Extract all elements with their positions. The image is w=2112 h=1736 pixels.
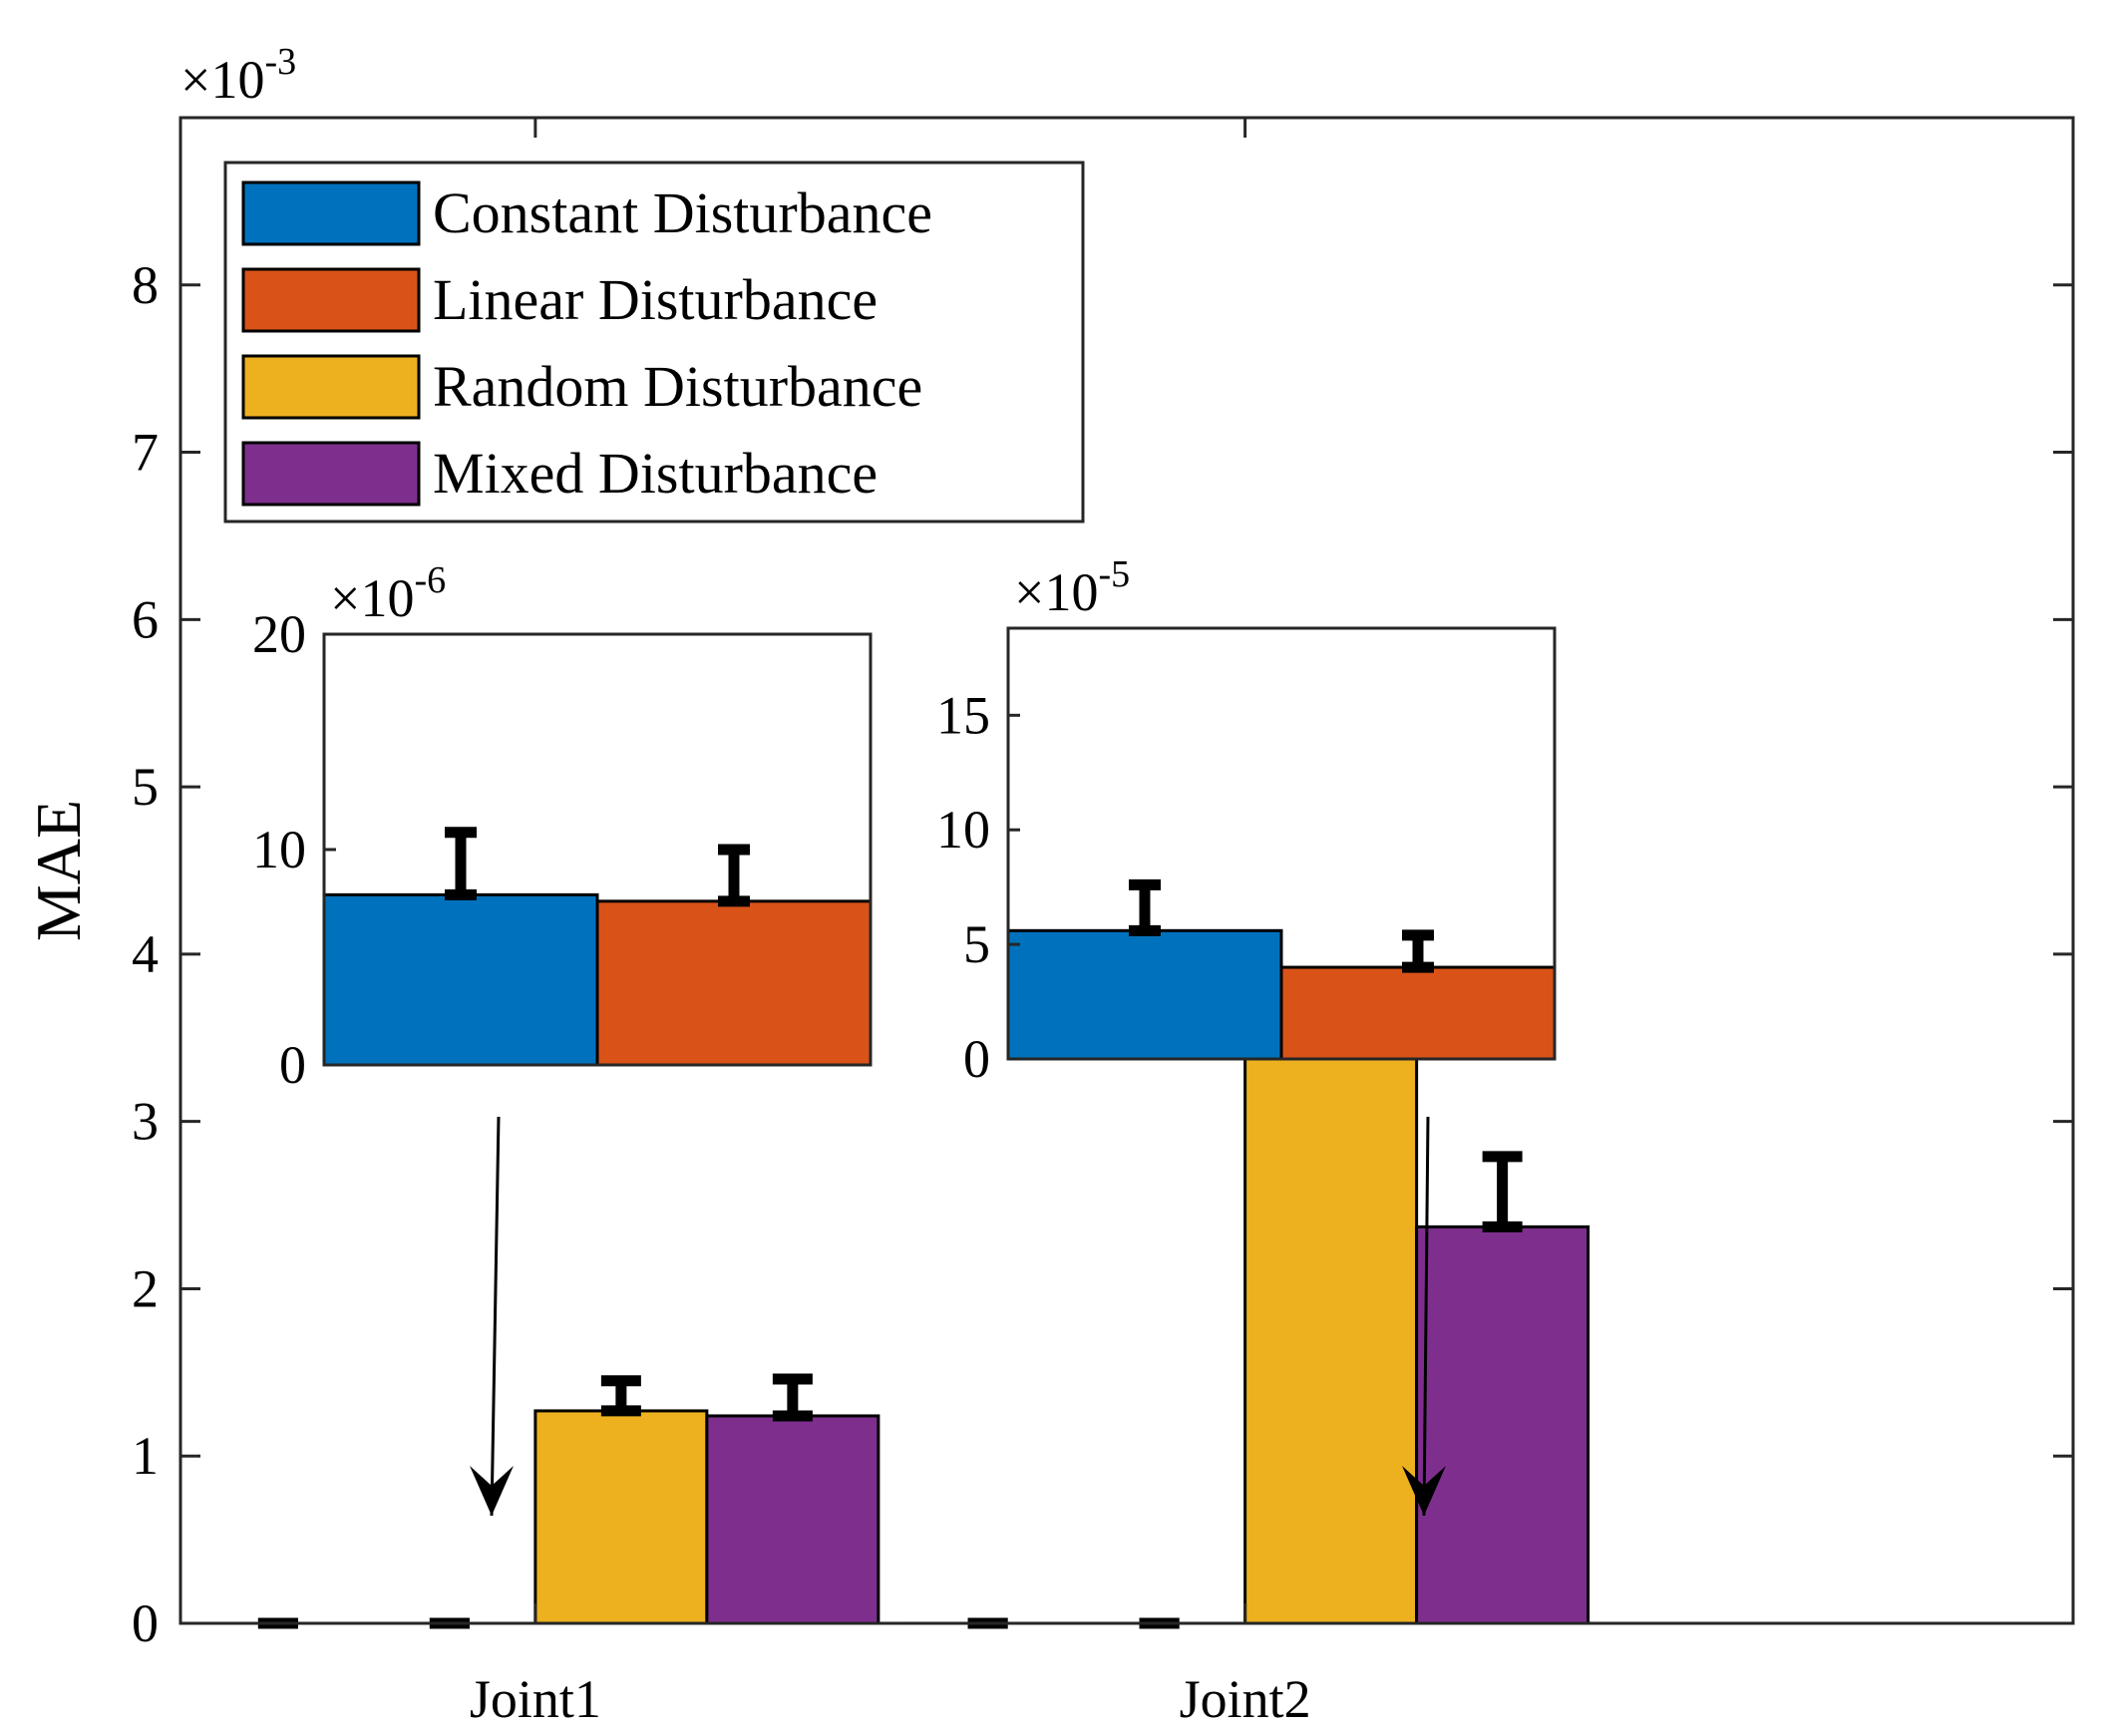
- legend-swatch-3: [241, 354, 421, 420]
- inset-error-bar-2: [1402, 929, 1434, 973]
- legend-swatch-1: [241, 180, 421, 246]
- inset-arrows: [470, 1116, 1446, 1517]
- bar-joint1-3: [533, 1409, 709, 1625]
- inset-exponent-power: -5: [1098, 553, 1130, 595]
- inset-y-tick-label-1: 5: [963, 914, 990, 974]
- inset-bar-2: [1279, 965, 1557, 1061]
- legend-label-4: Mixed Disturbance: [433, 441, 878, 506]
- inset-exponent-prefix: ×10: [330, 568, 414, 628]
- legend-swatch-2: [241, 267, 421, 333]
- inset-error-bar-2: [718, 844, 750, 907]
- inset-frame: [1006, 626, 1557, 1061]
- inset-exponent-label: ×10-6: [330, 559, 446, 628]
- legend-label-1: Constant Disturbance: [433, 180, 932, 245]
- inset-exponent-label: ×10-5: [1014, 553, 1130, 622]
- y-tick-label-6: 6: [132, 589, 159, 649]
- error-bar-joint1-3: [600, 1375, 641, 1417]
- legend-swatch-4: [241, 441, 421, 507]
- y-tick-label-5: 5: [132, 757, 159, 817]
- plot-frame: [178, 116, 2075, 1625]
- y-exponent-power: -3: [264, 41, 296, 83]
- inset-exponent-prefix: ×10: [1014, 562, 1098, 622]
- main-axis-ticks: 0 1 2 3 4 5 6 7 8 Joint1 Joint2: [132, 118, 2073, 1729]
- inset-bar-1: [322, 892, 599, 1067]
- y-tick-label-7: 7: [132, 423, 159, 483]
- inset-y-tick-label-3: 15: [936, 685, 990, 745]
- arrow-head: [470, 1466, 514, 1516]
- bar-joint2-4: [1415, 1224, 1590, 1625]
- legend-label-3: Random Disturbance: [433, 354, 922, 419]
- inset-error-bar-1: [1129, 878, 1161, 936]
- x-tick-label-joint1: Joint1: [470, 1669, 601, 1729]
- inset-error-bar-1: [445, 827, 477, 900]
- inset-bar-1: [1006, 928, 1283, 1061]
- inset-joint1: 0 10 20 ×10-6: [252, 559, 873, 1095]
- x-tick-label-joint2: Joint2: [1180, 1669, 1311, 1729]
- inset-y-tick-label-1: 10: [252, 820, 306, 879]
- y-tick-label-1: 1: [132, 1426, 159, 1486]
- arrow-head: [1402, 1466, 1446, 1516]
- y-tick-label-4: 4: [132, 924, 159, 984]
- bar-joint2-3: [1243, 1044, 1419, 1625]
- inset-y-tick-label-2: 20: [252, 604, 306, 664]
- inset-y-tick-label-0: 0: [279, 1035, 306, 1095]
- y-exponent-label: ×10-3: [180, 41, 296, 110]
- legend-label-2: Linear Disturbance: [433, 267, 878, 332]
- y-axis-label: MAE: [23, 800, 94, 941]
- inset-y-tick-label-2: 10: [936, 800, 990, 860]
- bar-joint1-4: [705, 1414, 880, 1625]
- y-tick-label-3: 3: [132, 1092, 159, 1152]
- inset-exponent-power: -6: [414, 559, 446, 601]
- inset-bar-2: [595, 899, 873, 1067]
- inset-joint2: 0 5 10 15 ×10-5: [936, 553, 1557, 1089]
- error-bar-joint1-4: [772, 1373, 813, 1422]
- arrow-to-joint1: [470, 1116, 514, 1517]
- main-bars-layer: [190, 1044, 1590, 1625]
- arrow-shaft: [490, 1116, 501, 1517]
- y-exponent-prefix: ×10: [180, 50, 264, 110]
- error-bar-joint2-4: [1482, 1151, 1523, 1232]
- arrow-shaft: [1422, 1116, 1430, 1517]
- y-tick-label-2: 2: [132, 1258, 159, 1318]
- y-tick-label-0: 0: [132, 1593, 159, 1653]
- arrow-to-joint2: [1402, 1116, 1446, 1517]
- inset-y-tick-label-0: 0: [963, 1029, 990, 1089]
- y-tick-label-8: 8: [132, 255, 159, 315]
- legend: Constant Disturbance Linear Disturbance Ra…: [223, 161, 1085, 523]
